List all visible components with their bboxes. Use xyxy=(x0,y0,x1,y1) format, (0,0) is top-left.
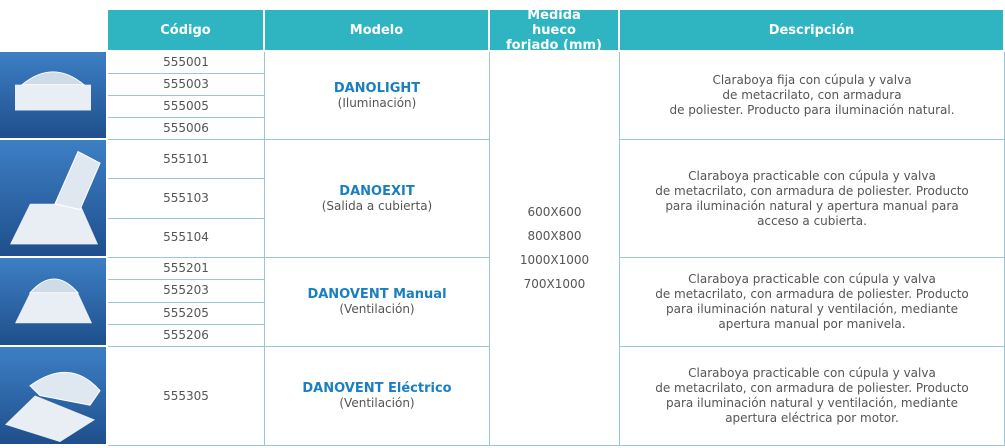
header-text: Descripción xyxy=(768,22,855,38)
model-use: (Iluminación) xyxy=(337,95,417,110)
model-use: (Ventilación) xyxy=(339,302,415,316)
code: 555203 xyxy=(163,283,209,298)
measure: 600X600 xyxy=(527,205,582,219)
code: 555103 xyxy=(163,190,209,205)
column-header: Medida hueco forjado (mm) xyxy=(490,7,618,53)
measure: 1000X1000 xyxy=(519,253,590,267)
header-text: Código xyxy=(160,22,211,38)
header-text: Modelo xyxy=(349,22,404,38)
column-header: Modelo xyxy=(265,10,488,50)
product-image xyxy=(0,347,106,446)
code: 555104 xyxy=(163,230,209,245)
header-text: Medida hueco forjado (mm) xyxy=(506,7,602,53)
description-line: Claraboya practicable con cúpula y valva xyxy=(688,168,936,183)
description-cell: Claraboya practicable con cúpula y valva… xyxy=(620,258,1005,347)
code-cell: 555006 xyxy=(108,118,265,140)
code: 555205 xyxy=(163,305,209,320)
model-name: DANOVENT Manual xyxy=(307,287,447,302)
description-line: de poliester. Producto para iluminación … xyxy=(669,103,955,117)
skylight-photo xyxy=(15,278,92,324)
code: 555001 xyxy=(163,55,209,69)
code-cell: 555104 xyxy=(108,218,265,258)
model-cell: DANOVENT Eléctrico (Ventilación) xyxy=(265,347,490,446)
column-header: Código xyxy=(108,10,263,50)
skylight-photo xyxy=(15,71,91,111)
description-line: Claraboya practicable con cúpula y valva xyxy=(688,272,936,286)
code-cell: 555206 xyxy=(108,324,265,347)
description-line: de metacrilato, con armadura de polieste… xyxy=(655,287,969,301)
code: 555005 xyxy=(163,99,209,113)
model-use: (Ventilación) xyxy=(339,396,415,410)
code-cell: 555201 xyxy=(108,258,265,281)
description-line: Claraboya practicable con cúpula y valva xyxy=(688,366,936,380)
product-image xyxy=(0,52,106,140)
code-cell: 555103 xyxy=(108,179,265,219)
model-name: DANOVENT Eléctrico xyxy=(302,381,452,396)
code: 555206 xyxy=(163,327,209,342)
description-line: para iluminación natural y apertura manu… xyxy=(665,198,959,213)
model-name: DANOLIGHT xyxy=(333,80,421,96)
measure: 700X1000 xyxy=(523,277,586,291)
code-cell: 555003 xyxy=(108,74,265,96)
description-line: apertura eléctrica por motor. xyxy=(725,411,899,425)
code: 555201 xyxy=(163,261,209,276)
description-cell: Claraboya fija con cúpula y valva de meta… xyxy=(620,52,1005,140)
description-cell: Claraboya practicable con cúpula y valva… xyxy=(620,347,1005,446)
column-header: Descripción xyxy=(620,10,1003,50)
code-cell: 555101 xyxy=(108,140,265,180)
model-cell: DANOEXIT (Salida a cubierta) xyxy=(265,140,490,258)
code-cell: 555305 xyxy=(108,347,265,446)
code: 555101 xyxy=(163,151,209,166)
code-cell: 555005 xyxy=(108,96,265,118)
description-line: de metacrilato, con armadura de polieste… xyxy=(655,183,969,198)
code-cell: 555001 xyxy=(108,52,265,74)
model-cell: DANOLIGHT (Iluminación) xyxy=(265,52,490,140)
description-line: de metacrilato, con armadura de polieste… xyxy=(655,381,969,395)
description-line: apertura manual por manivela. xyxy=(718,317,906,331)
code-cell: 555203 xyxy=(108,280,265,303)
description-line: acceso a cubierta. xyxy=(757,213,867,228)
model-cell: DANOVENT Manual (Ventilación) xyxy=(265,258,490,347)
skylight-photo xyxy=(10,150,101,245)
product-image xyxy=(0,140,106,258)
code: 555003 xyxy=(163,77,209,91)
description-line: para iluminación natural y ventilación, … xyxy=(665,396,959,410)
model-use: (Salida a cubierta) xyxy=(321,198,433,213)
code: 555305 xyxy=(163,388,209,403)
description-line: para iluminación natural y ventilación, … xyxy=(665,302,959,316)
product-image xyxy=(0,258,106,347)
code-cell: 555205 xyxy=(108,302,265,325)
skylight-photo xyxy=(5,371,101,443)
code: 555006 xyxy=(163,121,209,135)
description-cell: Claraboya practicable con cúpula y valva… xyxy=(620,140,1005,258)
model-name: DANOEXIT xyxy=(339,183,415,199)
measure-cell: 600X600 800X800 1000X1000 700X1000 xyxy=(490,52,620,446)
measure: 800X800 xyxy=(527,229,582,243)
description-line: Claraboya fija con cúpula y valva xyxy=(712,73,912,87)
description-line: de metacrilato, con armadura xyxy=(722,88,902,102)
